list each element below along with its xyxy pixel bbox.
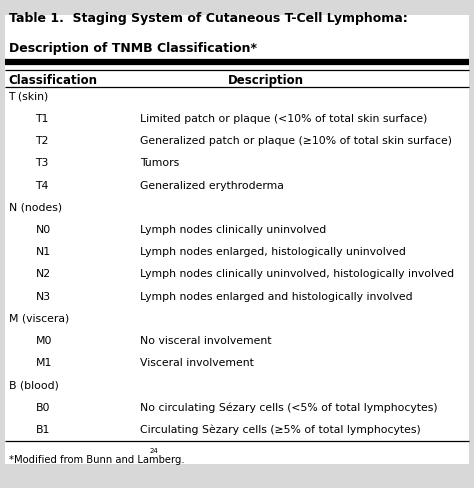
Text: T (skin): T (skin) (9, 92, 49, 102)
Text: B0: B0 (36, 403, 50, 412)
Text: 24: 24 (150, 448, 158, 454)
Text: Table 1.  Staging System of Cutaneous T-Cell Lymphoma:: Table 1. Staging System of Cutaneous T-C… (9, 12, 407, 25)
Text: Lymph nodes clinically uninvolved, histologically involved: Lymph nodes clinically uninvolved, histo… (140, 269, 454, 279)
Text: Lymph nodes enlarged and histologically involved: Lymph nodes enlarged and histologically … (140, 291, 412, 302)
Text: Lymph nodes clinically uninvolved: Lymph nodes clinically uninvolved (140, 225, 326, 235)
Text: N3: N3 (36, 291, 51, 302)
Text: T4: T4 (36, 181, 49, 190)
Text: Generalized erythroderma: Generalized erythroderma (140, 181, 284, 190)
Text: T3: T3 (36, 158, 49, 168)
Text: Description: Description (228, 74, 303, 87)
Text: N1: N1 (36, 247, 51, 257)
Text: No circulating Sézary cells (<5% of total lymphocytes): No circulating Sézary cells (<5% of tota… (140, 403, 438, 413)
Text: Tumors: Tumors (140, 158, 179, 168)
Text: N2: N2 (36, 269, 51, 279)
Text: Visceral involvement: Visceral involvement (140, 358, 254, 368)
Text: N0: N0 (36, 225, 51, 235)
Text: *Modified from Bunn and Lamberg.: *Modified from Bunn and Lamberg. (9, 455, 184, 465)
Text: Classification: Classification (9, 74, 98, 87)
Text: Limited patch or plaque (<10% of total skin surface): Limited patch or plaque (<10% of total s… (140, 114, 427, 124)
Text: Generalized patch or plaque (≥10% of total skin surface): Generalized patch or plaque (≥10% of tot… (140, 136, 452, 146)
Text: M (viscera): M (viscera) (9, 314, 69, 324)
Text: Description of TNMB Classification*: Description of TNMB Classification* (9, 42, 256, 56)
Text: B1: B1 (36, 425, 50, 435)
Text: T2: T2 (36, 136, 49, 146)
Text: M1: M1 (36, 358, 52, 368)
Text: B (blood): B (blood) (9, 381, 58, 390)
Text: No visceral involvement: No visceral involvement (140, 336, 271, 346)
Text: M0: M0 (36, 336, 52, 346)
Text: N (nodes): N (nodes) (9, 203, 62, 213)
FancyBboxPatch shape (5, 15, 469, 464)
Text: T1: T1 (36, 114, 49, 124)
Text: Circulating Sèzary cells (≥5% of total lymphocytes): Circulating Sèzary cells (≥5% of total l… (140, 425, 420, 435)
Text: Lymph nodes enlarged, histologically uninvolved: Lymph nodes enlarged, histologically uni… (140, 247, 406, 257)
